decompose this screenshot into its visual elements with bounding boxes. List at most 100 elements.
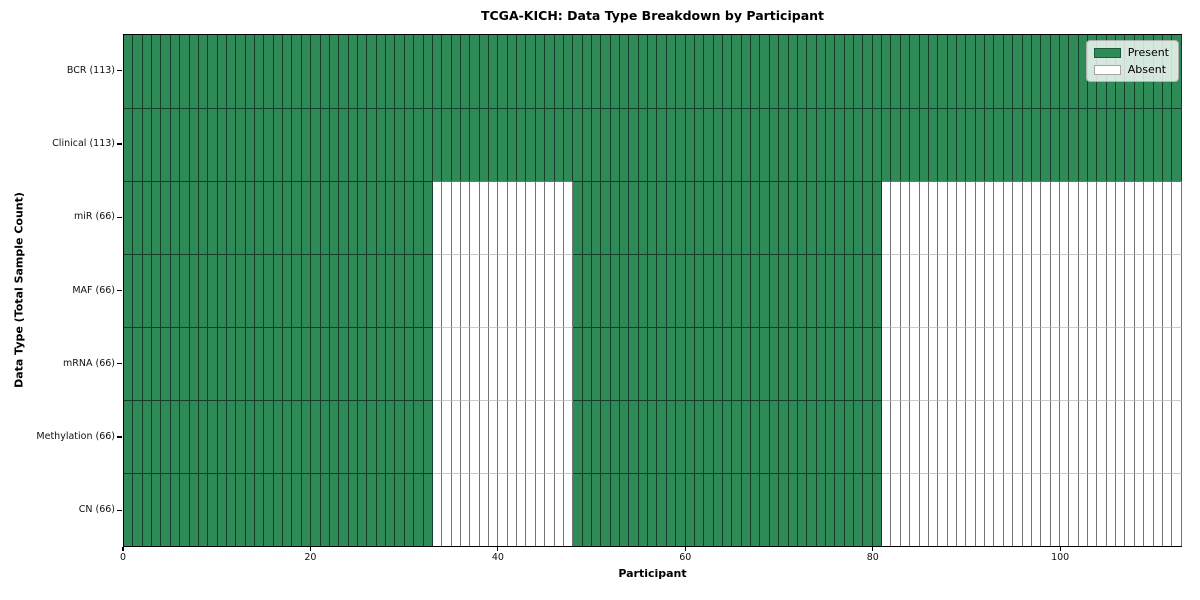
- heatmap-cell: [292, 108, 302, 181]
- heatmap-cell: [1125, 254, 1135, 327]
- y-tick-label: mRNA (66): [63, 357, 115, 369]
- heatmap-cell: [694, 35, 705, 108]
- heatmap-cell: [835, 181, 845, 254]
- heatmap-cell: [732, 473, 742, 546]
- heatmap-cell: [854, 108, 864, 181]
- heatmap-cell: [882, 473, 892, 546]
- heatmap-cell: [489, 181, 499, 254]
- heatmap-cell: [357, 473, 368, 546]
- heatmap-cell: [526, 400, 536, 473]
- heatmap-cell: [1078, 181, 1089, 254]
- heatmap-cell: [142, 108, 153, 181]
- heatmap-cell: [320, 181, 330, 254]
- present-swatch-icon: [1093, 47, 1121, 58]
- heatmap-cell: [975, 473, 986, 546]
- heatmap-cell: [189, 254, 199, 327]
- heatmap-row: [124, 327, 1182, 400]
- heatmap-cell: [591, 473, 602, 546]
- heatmap-cell: [704, 108, 714, 181]
- heatmap-cell: [891, 108, 901, 181]
- heatmap-cell: [938, 400, 948, 473]
- heatmap-cell: [573, 327, 583, 400]
- heatmap-cell: [928, 108, 939, 181]
- heatmap-cell: [825, 108, 836, 181]
- heatmap-cell: [545, 473, 555, 546]
- heatmap-cell: [517, 327, 527, 400]
- heatmap-cell: [648, 473, 658, 546]
- heatmap-cell: [610, 254, 621, 327]
- heatmap-cell: [975, 35, 986, 108]
- heatmap-cell: [807, 108, 817, 181]
- heatmap-cell: [198, 35, 209, 108]
- heatmap-cell: [395, 181, 405, 254]
- heatmap-cell: [825, 254, 836, 327]
- heatmap-cell: [273, 108, 284, 181]
- heatmap-cell: [760, 400, 770, 473]
- heatmap-cell: [1078, 400, 1089, 473]
- heatmap-cell: [404, 254, 415, 327]
- heatmap-cell: [1162, 181, 1173, 254]
- heatmap-cell: [863, 400, 873, 473]
- heatmap-cell: [919, 400, 929, 473]
- heatmap-cell: [807, 473, 817, 546]
- heatmap-cell: [1144, 400, 1154, 473]
- heatmap-cell: [395, 327, 405, 400]
- heatmap-cell: [825, 327, 836, 400]
- heatmap-cell: [985, 473, 995, 546]
- heatmap-cell: [685, 181, 695, 254]
- heatmap-cell: [947, 327, 957, 400]
- heatmap-cell: [1172, 254, 1182, 327]
- heatmap-cell: [1125, 473, 1135, 546]
- heatmap-cell: [769, 181, 780, 254]
- heatmap-cell: [975, 400, 986, 473]
- heatmap-cell: [910, 400, 920, 473]
- heatmap-cell: [479, 327, 490, 400]
- heatmap-cell: [470, 254, 480, 327]
- heatmap-cell: [573, 108, 583, 181]
- heatmap-cell: [1116, 473, 1126, 546]
- heatmap-cell: [545, 327, 555, 400]
- heatmap-cell: [751, 400, 761, 473]
- heatmap-cell: [816, 327, 826, 400]
- heatmap-cell: [863, 473, 873, 546]
- heatmap-cell: [1172, 327, 1182, 400]
- heatmap-cell: [255, 327, 265, 400]
- heatmap-cell: [610, 35, 621, 108]
- heatmap-cell: [900, 181, 911, 254]
- heatmap-cell: [947, 400, 957, 473]
- heatmap-cell: [283, 254, 293, 327]
- x-tick-label: 0: [119, 552, 127, 563]
- heatmap-cell: [142, 400, 153, 473]
- heatmap-cell: [180, 400, 190, 473]
- heatmap-cell: [835, 108, 845, 181]
- heatmap-cell: [339, 181, 349, 254]
- heatmap-cell: [900, 400, 911, 473]
- heatmap-cell: [432, 181, 443, 254]
- x-tick-label: 20: [304, 552, 317, 563]
- heatmap-cell: [386, 473, 396, 546]
- heatmap-cell: [629, 400, 639, 473]
- heatmap-cell: [882, 181, 892, 254]
- heatmap-cell: [329, 35, 340, 108]
- heatmap-cell: [489, 327, 499, 400]
- heatmap-cell: [442, 327, 452, 400]
- heatmap-cell: [152, 108, 162, 181]
- heatmap-cell: [844, 473, 855, 546]
- heatmap-cell: [966, 254, 976, 327]
- heatmap-cell: [198, 108, 209, 181]
- heatmap-cell: [489, 35, 499, 108]
- heatmap-cell: [451, 35, 461, 108]
- heatmap-cell: [1059, 181, 1070, 254]
- heatmap-cell: [797, 400, 808, 473]
- heatmap-cell: [217, 400, 227, 473]
- heatmap-cell: [442, 108, 452, 181]
- absent-swatch-icon: [1093, 64, 1121, 75]
- x-tick-label: 100: [1051, 552, 1070, 563]
- heatmap-cell: [311, 254, 321, 327]
- heatmap-cell: [170, 254, 181, 327]
- heatmap-cell: [685, 35, 695, 108]
- heatmap-cell: [788, 108, 798, 181]
- heatmap-cell: [1078, 327, 1089, 400]
- heatmap-cell: [1097, 400, 1107, 473]
- x-tick-mark: [684, 547, 686, 551]
